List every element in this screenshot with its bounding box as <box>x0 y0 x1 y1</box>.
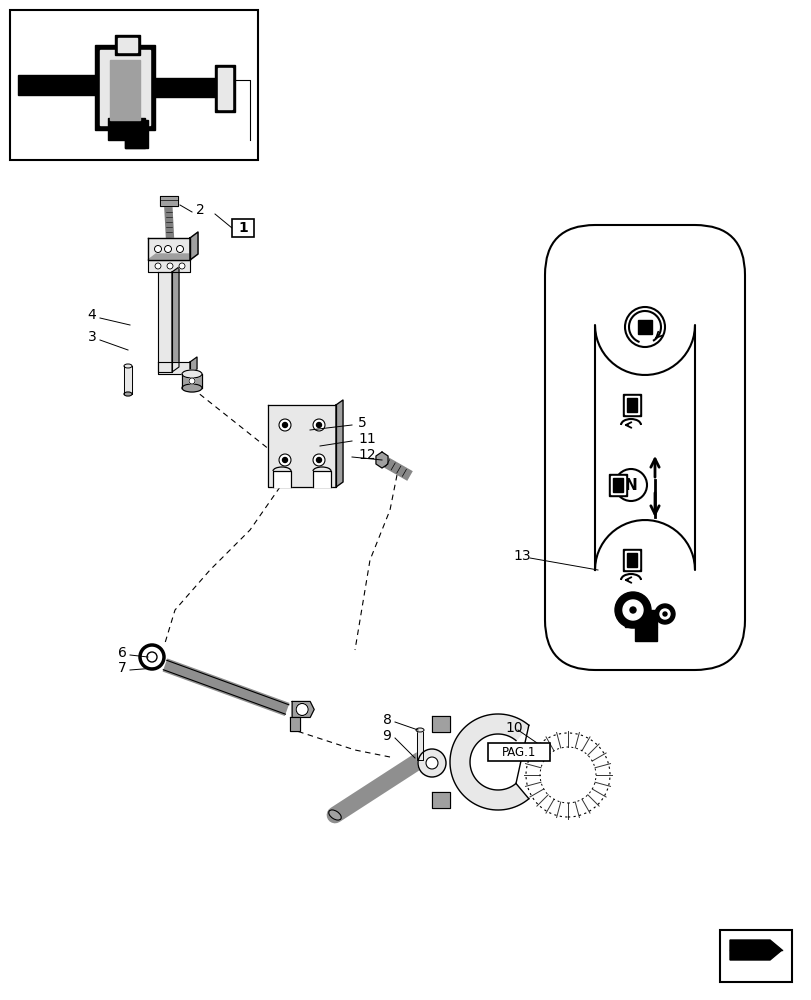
Polygon shape <box>431 792 449 808</box>
Circle shape <box>316 422 321 428</box>
Circle shape <box>654 604 674 624</box>
Polygon shape <box>449 714 528 810</box>
Text: 4: 4 <box>88 308 97 322</box>
Polygon shape <box>417 730 423 760</box>
Polygon shape <box>624 610 656 627</box>
Polygon shape <box>624 396 638 414</box>
Text: 7: 7 <box>118 661 127 675</box>
Polygon shape <box>290 717 300 731</box>
Circle shape <box>279 419 290 431</box>
Circle shape <box>282 422 287 428</box>
Text: 12: 12 <box>358 448 375 462</box>
Circle shape <box>167 263 173 269</box>
Polygon shape <box>158 362 190 374</box>
Circle shape <box>312 454 324 466</box>
Text: 13: 13 <box>513 549 530 563</box>
Polygon shape <box>217 68 232 109</box>
Polygon shape <box>610 476 624 494</box>
Polygon shape <box>292 701 314 717</box>
Circle shape <box>316 458 321 462</box>
Circle shape <box>296 703 308 715</box>
Polygon shape <box>634 627 656 641</box>
Ellipse shape <box>415 728 423 732</box>
Polygon shape <box>190 232 198 260</box>
Text: 10: 10 <box>504 721 522 735</box>
Polygon shape <box>375 452 388 468</box>
Text: PAG.1: PAG.1 <box>501 745 535 758</box>
Polygon shape <box>637 320 651 334</box>
Circle shape <box>418 749 445 777</box>
Bar <box>232 219 254 237</box>
Text: N: N <box>624 478 637 492</box>
Polygon shape <box>172 267 178 372</box>
Circle shape <box>155 263 161 269</box>
Polygon shape <box>182 374 202 388</box>
Polygon shape <box>608 474 626 496</box>
Bar <box>10 10 258 160</box>
Polygon shape <box>148 260 190 272</box>
Polygon shape <box>622 549 640 571</box>
Polygon shape <box>124 366 132 394</box>
Bar <box>487 743 549 761</box>
Polygon shape <box>18 75 109 95</box>
Circle shape <box>176 245 183 252</box>
Polygon shape <box>148 238 190 260</box>
Polygon shape <box>268 405 336 487</box>
Polygon shape <box>95 45 155 130</box>
Text: 1: 1 <box>238 221 247 235</box>
Polygon shape <box>624 551 638 569</box>
Circle shape <box>282 458 287 462</box>
Circle shape <box>189 378 195 384</box>
Polygon shape <box>594 325 694 570</box>
Text: 5: 5 <box>358 416 367 430</box>
Text: 2: 2 <box>195 203 204 217</box>
Circle shape <box>426 757 437 769</box>
Polygon shape <box>158 272 172 372</box>
Circle shape <box>614 592 650 628</box>
Ellipse shape <box>182 370 202 378</box>
Text: 6: 6 <box>118 646 127 660</box>
FancyBboxPatch shape <box>544 225 744 670</box>
Polygon shape <box>115 35 139 55</box>
Text: 11: 11 <box>358 432 375 446</box>
Polygon shape <box>100 50 150 125</box>
Text: 9: 9 <box>382 729 391 743</box>
Circle shape <box>614 469 646 501</box>
Polygon shape <box>626 553 636 567</box>
Ellipse shape <box>124 392 132 396</box>
Circle shape <box>279 454 290 466</box>
Circle shape <box>663 612 666 616</box>
Circle shape <box>165 245 171 252</box>
Polygon shape <box>729 940 781 960</box>
Bar <box>719 930 791 982</box>
Ellipse shape <box>124 364 132 368</box>
Polygon shape <box>612 478 622 492</box>
Polygon shape <box>312 471 331 487</box>
Ellipse shape <box>328 810 341 820</box>
Circle shape <box>154 245 161 252</box>
Polygon shape <box>431 716 449 732</box>
Polygon shape <box>118 38 137 52</box>
Polygon shape <box>622 394 640 416</box>
Polygon shape <box>108 118 145 148</box>
Circle shape <box>178 263 185 269</box>
Text: 8: 8 <box>382 713 391 727</box>
Circle shape <box>312 419 324 431</box>
Polygon shape <box>160 196 178 206</box>
Polygon shape <box>272 471 290 487</box>
Ellipse shape <box>182 384 202 392</box>
Circle shape <box>629 607 635 613</box>
Polygon shape <box>148 254 198 260</box>
Polygon shape <box>125 120 148 148</box>
Polygon shape <box>150 78 220 97</box>
Polygon shape <box>109 60 139 120</box>
Polygon shape <box>336 400 342 487</box>
Text: 3: 3 <box>88 330 97 344</box>
Polygon shape <box>215 65 234 112</box>
Polygon shape <box>626 398 636 412</box>
Circle shape <box>622 600 642 620</box>
Circle shape <box>659 609 669 619</box>
Polygon shape <box>190 357 197 374</box>
